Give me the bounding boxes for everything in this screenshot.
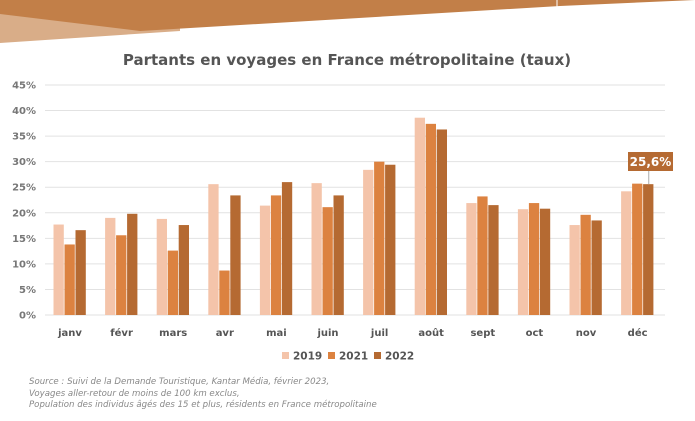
x-tick-label: mai	[266, 328, 287, 339]
annotation-box	[628, 152, 673, 171]
bar-2022-déc	[643, 184, 654, 315]
legend-label: 2021	[339, 351, 368, 363]
bar-2021-déc	[632, 183, 643, 315]
bar-2022-juin	[333, 195, 344, 315]
x-tick-label: juil	[370, 328, 388, 339]
bar-2019-déc	[621, 191, 632, 315]
chart-title: Partants en voyages en France métropolit…	[123, 51, 571, 69]
y-tick-label: 5%	[19, 285, 36, 296]
y-tick-label: 40%	[12, 106, 36, 117]
bar-2021-janv	[64, 244, 75, 315]
y-tick-label: 0%	[19, 311, 36, 322]
bar-2021-juin	[322, 207, 333, 315]
x-tick-label: mars	[159, 328, 187, 339]
bar-2019-avr	[208, 184, 219, 315]
legend-swatch-2022	[374, 352, 381, 359]
x-tick-label: oct	[526, 328, 544, 339]
bar-2022-juil	[385, 164, 396, 315]
y-tick-label: 30%	[12, 157, 36, 168]
bar-2022-oct	[539, 208, 551, 315]
bar-2019-juil	[363, 169, 374, 315]
y-tick-label: 20%	[12, 208, 36, 219]
y-tick-label: 35%	[12, 132, 36, 143]
bar-2019-juin	[311, 183, 322, 315]
bar-2021-nov	[580, 214, 591, 315]
bar-2022-avr	[230, 195, 241, 315]
bar-2021-avr	[219, 270, 230, 315]
y-tick-label: 25%	[12, 183, 36, 194]
bar-2022-févr	[127, 213, 138, 315]
bar-2019-févr	[105, 217, 116, 315]
x-tick-label: nov	[576, 328, 597, 339]
bar-2019-mai	[259, 205, 271, 315]
bar-2019-août	[414, 117, 425, 315]
x-tick-label: avr	[216, 328, 234, 339]
bar-2021-mai	[270, 195, 282, 315]
bar-2021-oct	[528, 203, 540, 315]
bar-2021-sept	[477, 196, 488, 315]
source-line: Population des individus âgés des 15 et …	[29, 400, 377, 410]
source-line: Source : Suivi de la Demande Touristique…	[29, 377, 330, 387]
legend-label: 2019	[293, 351, 322, 363]
x-tick-label: févr	[110, 327, 133, 339]
bar-2022-janv	[75, 230, 86, 315]
x-tick-label: janv	[57, 328, 82, 339]
y-tick-label: 45%	[12, 81, 36, 92]
bar-2022-sept	[488, 205, 499, 315]
x-tick-label: sept	[470, 328, 495, 339]
legend-label: 2022	[385, 351, 414, 363]
legend-swatch-2021	[328, 352, 335, 359]
annotation-label: 25,6%	[630, 155, 672, 169]
bar-2022-août	[436, 129, 447, 315]
bar-2019-sept	[466, 203, 477, 315]
bar-2022-mai	[281, 182, 293, 315]
bar-2022-nov	[591, 220, 602, 315]
bar-2021-août	[425, 123, 436, 315]
x-tick-label: déc	[628, 327, 648, 339]
bar-2019-janv	[53, 224, 64, 315]
banner	[0, 0, 695, 31]
bar-2022-mars	[178, 225, 189, 315]
y-tick-label: 15%	[12, 234, 36, 245]
x-tick-label: juin	[316, 328, 338, 339]
source-note: Source : Suivi de la Demande Touristique…	[29, 377, 377, 412]
bar-2019-nov	[569, 225, 580, 315]
x-tick-label: août	[418, 327, 444, 339]
legend-swatch-2019	[282, 352, 289, 359]
bar-2021-mars	[167, 250, 178, 315]
bar-2021-févr	[116, 235, 127, 315]
source-line: Voyages aller-retour de moins de 100 km …	[29, 388, 240, 399]
bar-2019-oct	[517, 209, 529, 315]
y-tick-label: 10%	[12, 259, 36, 270]
bar-2021-juil	[374, 161, 385, 315]
bar-2019-mars	[156, 218, 167, 315]
